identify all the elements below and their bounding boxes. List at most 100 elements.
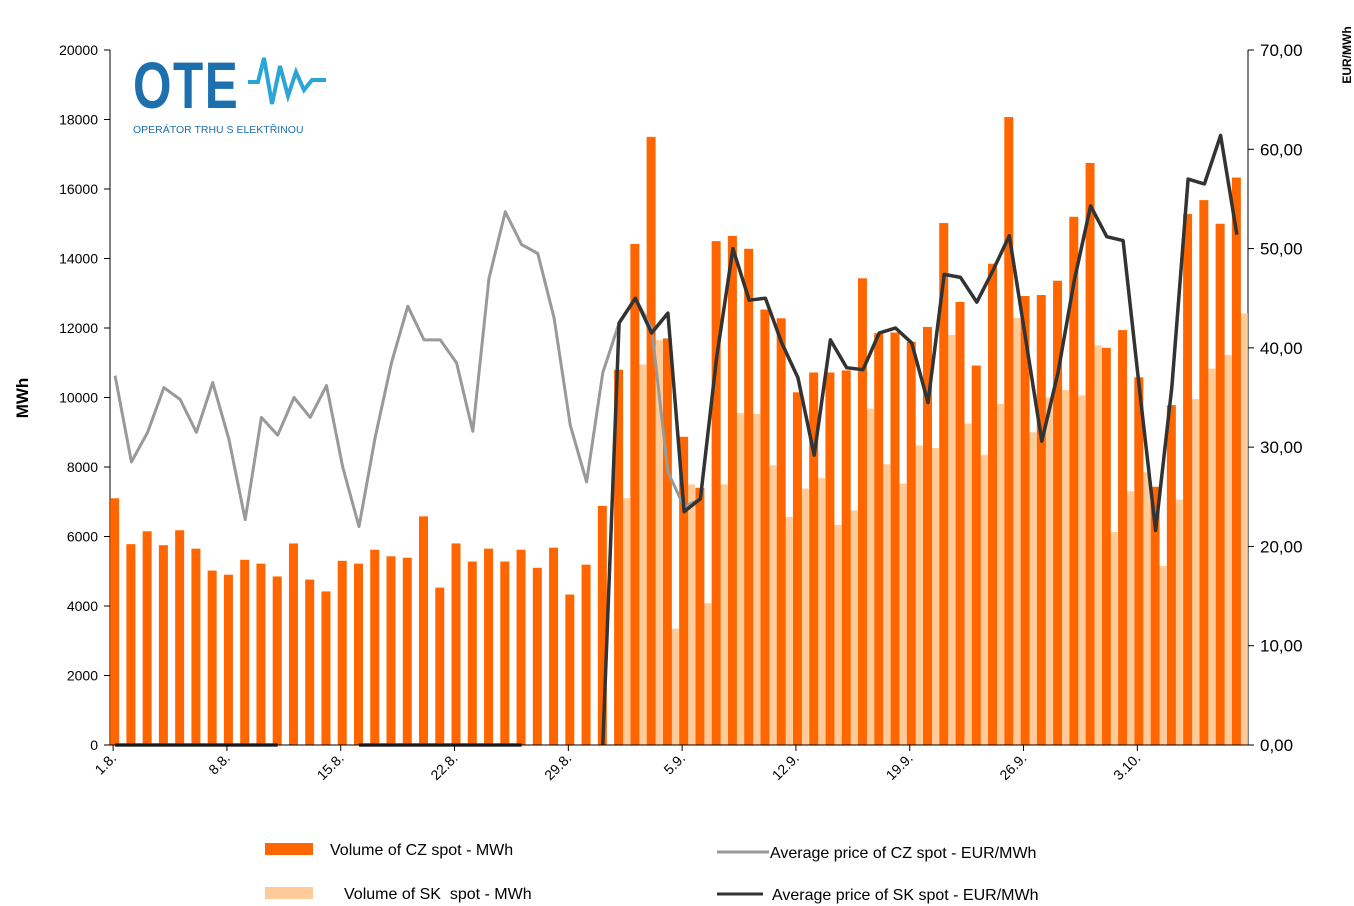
bar — [126, 544, 136, 745]
bar — [549, 547, 559, 745]
bar — [1020, 296, 1030, 745]
bar — [565, 594, 575, 745]
bar — [882, 464, 891, 745]
bar — [857, 278, 867, 745]
bar — [1158, 566, 1167, 745]
bar — [1044, 397, 1053, 745]
bar — [654, 340, 663, 745]
legend-label: Volume of SK spot - MWh — [344, 886, 532, 903]
bar — [800, 488, 809, 745]
bar — [646, 136, 656, 745]
bar — [963, 423, 972, 745]
y2-axis-label: EUR/MWh — [1340, 26, 1354, 83]
bar — [930, 447, 939, 745]
legend-label: Average price of CZ spot - EUR/MWh — [770, 845, 1036, 862]
y2-tick-label: 70,00 — [1260, 41, 1303, 60]
bar — [687, 484, 696, 745]
bar — [752, 413, 761, 745]
bar — [272, 576, 282, 745]
y-tick-label: 18000 — [59, 112, 98, 128]
bar — [825, 372, 835, 745]
bar — [695, 487, 705, 745]
x-tick-label: 22.8. — [427, 750, 460, 783]
bar — [451, 543, 461, 745]
bar — [532, 567, 542, 745]
bar — [191, 548, 201, 745]
bar — [1207, 368, 1216, 745]
bar — [288, 543, 298, 745]
bar — [735, 413, 744, 745]
bar — [971, 365, 981, 745]
bar — [419, 516, 429, 745]
bar — [1239, 313, 1248, 745]
bar — [776, 318, 786, 745]
bar — [1215, 223, 1225, 745]
bar — [849, 510, 858, 745]
bar — [614, 369, 624, 745]
bar — [988, 263, 998, 745]
bar — [809, 372, 819, 745]
bar — [1150, 486, 1160, 745]
bar — [305, 579, 315, 745]
bar — [1012, 317, 1021, 745]
bar — [386, 556, 396, 745]
bar — [223, 574, 233, 745]
bar — [703, 603, 712, 745]
bar — [1118, 330, 1128, 745]
bar — [142, 531, 152, 745]
bar — [679, 436, 689, 745]
y-tick-label: 12000 — [59, 320, 98, 336]
y2-tick-label: 60,00 — [1260, 140, 1303, 159]
y2-tick-label: 20,00 — [1260, 537, 1303, 556]
bar — [1231, 177, 1241, 746]
bar — [890, 332, 900, 745]
logo: OTE OPERÁTOR TRHU S ELEKTŘINOU — [133, 49, 326, 136]
bar — [370, 549, 380, 745]
bar — [353, 563, 363, 745]
bar — [1174, 499, 1183, 745]
bar — [256, 563, 266, 745]
bar — [484, 548, 494, 745]
bar — [597, 505, 607, 745]
y-tick-label: 16000 — [59, 181, 98, 197]
bar — [1191, 398, 1200, 745]
bar — [662, 338, 672, 745]
logo-tagline: OPERÁTOR TRHU S ELEKTŘINOU — [133, 123, 304, 136]
y2-tick-label: 50,00 — [1260, 240, 1303, 259]
y-tick-label: 2000 — [67, 668, 98, 684]
y-tick-label: 6000 — [67, 529, 98, 545]
legend-swatch — [265, 843, 313, 855]
bar — [833, 525, 842, 745]
y-tick-label: 0 — [90, 737, 98, 753]
bar — [922, 326, 932, 745]
logo-name: OTE — [133, 49, 239, 123]
bar — [1028, 432, 1037, 745]
y-tick-label: 20000 — [59, 42, 98, 58]
bar — [784, 517, 793, 745]
bar — [1223, 355, 1232, 745]
bar — [581, 564, 591, 745]
bar — [670, 628, 679, 745]
bar — [1036, 294, 1046, 745]
y-tick-label: 10000 — [59, 390, 98, 406]
x-tick-label: 3.10. — [1110, 750, 1143, 783]
y-tick-label: 4000 — [67, 598, 98, 614]
bar — [500, 561, 510, 745]
y2-tick-label: 10,00 — [1260, 637, 1303, 656]
bar — [175, 530, 185, 745]
y2-tick-label: 40,00 — [1260, 339, 1303, 358]
y2-tick-label: 30,00 — [1260, 438, 1303, 457]
bar — [1069, 216, 1079, 746]
bar — [240, 559, 250, 745]
y-axis-label: MWh — [13, 378, 32, 419]
bar — [817, 478, 826, 745]
bar — [955, 301, 965, 745]
bar — [792, 392, 802, 745]
x-tick-label: 29.8. — [541, 750, 574, 783]
bar — [1109, 531, 1118, 745]
bar — [638, 364, 647, 745]
bar — [727, 235, 737, 745]
bar — [768, 465, 777, 745]
bar — [711, 241, 721, 745]
